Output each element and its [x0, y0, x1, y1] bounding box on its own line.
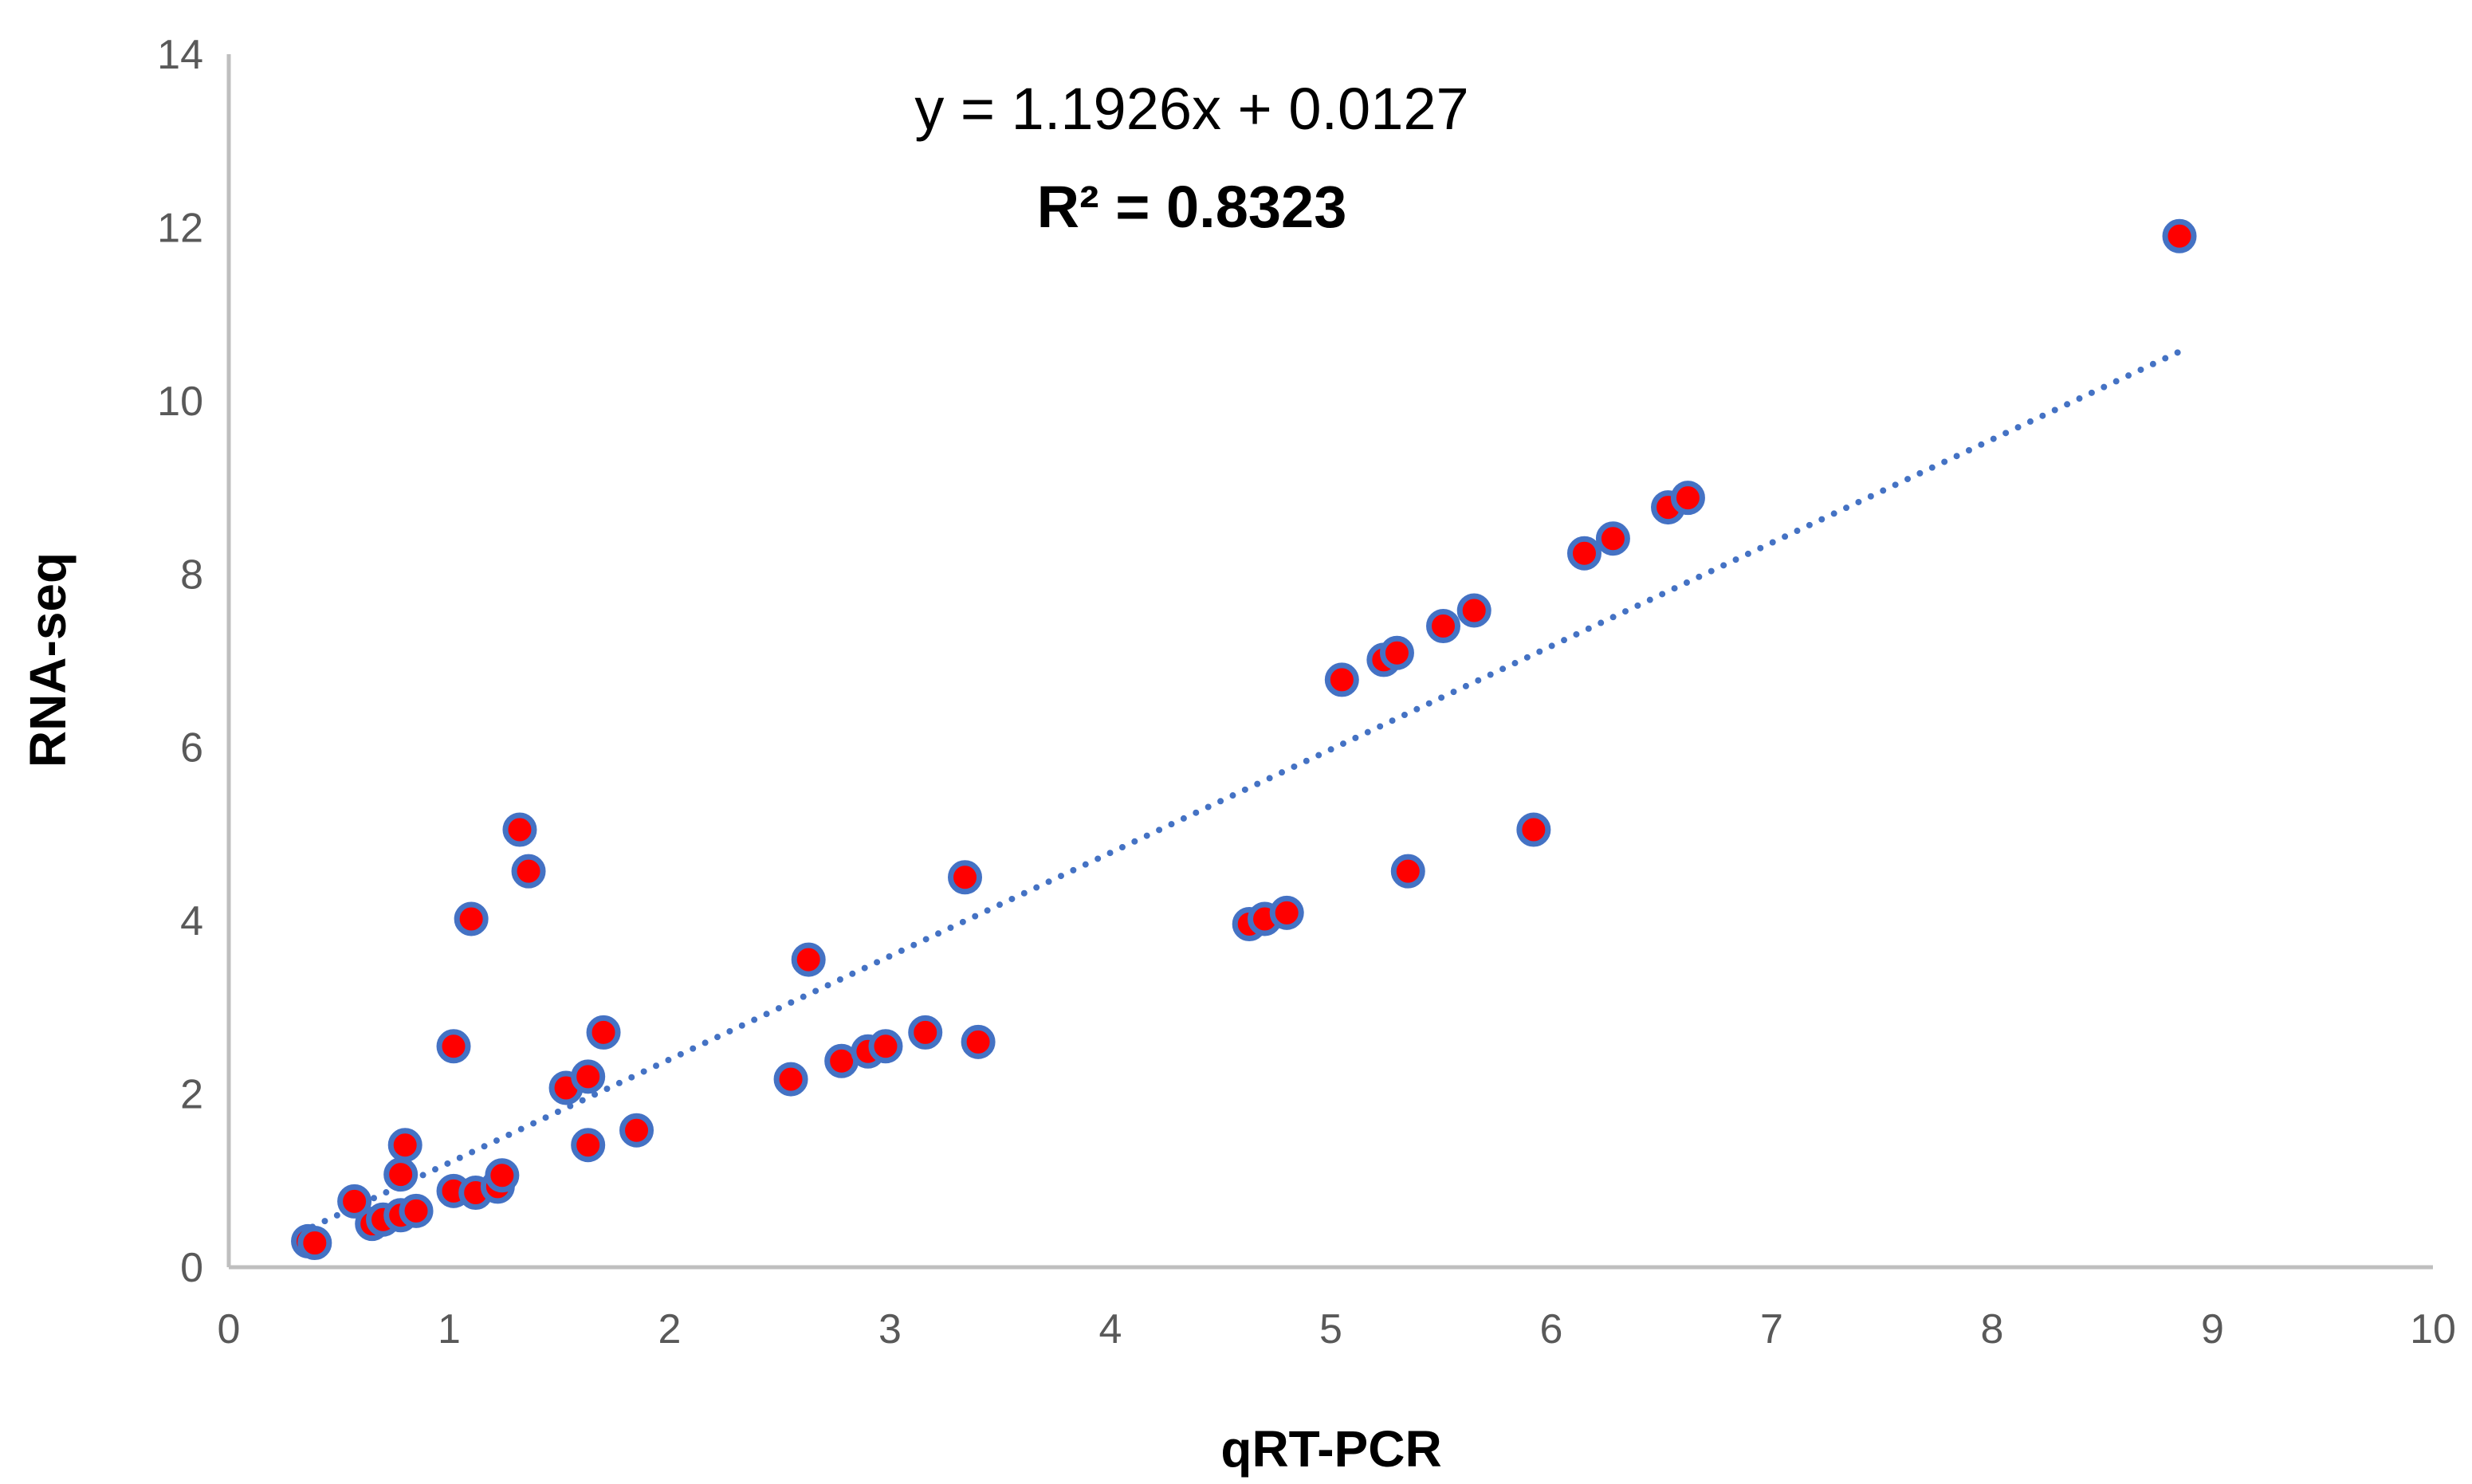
x-tick-label: 8 [1981, 1306, 2004, 1352]
x-axis-title: qRT-PCR [1220, 1420, 1441, 1478]
data-point [1390, 854, 1425, 889]
data-point [1566, 536, 1601, 571]
x-tick-label: 3 [878, 1306, 902, 1352]
data-point [297, 1226, 332, 1261]
data-point [1595, 521, 1630, 556]
data-point [1456, 593, 1491, 628]
r-squared-label: R² = 0.8323 [1037, 174, 1347, 240]
data-point [1426, 609, 1461, 644]
data-point [586, 1015, 621, 1050]
x-tick-label: 9 [2201, 1306, 2224, 1352]
data-point [2162, 218, 2197, 253]
trendline-layer [309, 348, 2183, 1231]
x-tick-label: 0 [218, 1306, 241, 1352]
data-point [948, 860, 983, 895]
x-tick-label: 1 [438, 1306, 461, 1352]
y-tick-label: 10 [157, 379, 203, 425]
data-point [571, 1059, 606, 1094]
data-point [387, 1128, 422, 1163]
regression-equation: y = 1.1926x + 0.0127 [914, 76, 1468, 142]
y-tick-label: 8 [180, 552, 203, 598]
data-point [436, 1029, 471, 1064]
trendline [309, 348, 2183, 1231]
y-tick-label: 12 [157, 205, 203, 251]
data-point [502, 812, 537, 847]
data-point [454, 901, 489, 936]
data-point [1670, 481, 1705, 516]
data-points [291, 218, 2197, 1261]
data-point [1269, 895, 1304, 930]
data-point [1324, 662, 1359, 697]
y-tick-label: 14 [157, 32, 203, 78]
y-tick-label: 0 [180, 1245, 203, 1291]
data-point [383, 1157, 419, 1192]
x-tick-label: 4 [1099, 1306, 1122, 1352]
x-tick-label: 5 [1319, 1306, 1342, 1352]
y-tick-label: 2 [180, 1072, 203, 1118]
x-tick-label: 7 [1760, 1306, 1783, 1352]
data-point [619, 1113, 654, 1148]
data-point [868, 1029, 903, 1064]
y-tick-labels: 0 2 4 6 8 10 12 14 [157, 32, 203, 1291]
data-point [908, 1015, 943, 1050]
data-point [399, 1193, 434, 1228]
x-tick-label: 10 [2410, 1306, 2456, 1352]
y-tick-label: 4 [180, 898, 203, 944]
data-point [791, 942, 826, 977]
data-point [1516, 812, 1551, 847]
x-tick-label: 6 [1540, 1306, 1563, 1352]
data-point [773, 1062, 808, 1097]
data-point [571, 1128, 606, 1163]
data-point [511, 854, 546, 889]
axes [226, 54, 2433, 1270]
data-point [337, 1184, 372, 1219]
y-axis-title: RNA-seq [19, 552, 77, 768]
x-tick-label: 2 [658, 1306, 682, 1352]
data-point [1379, 635, 1414, 670]
data-point [485, 1158, 520, 1193]
y-tick-label: 6 [180, 725, 203, 771]
x-tick-labels: 0 1 2 3 4 5 6 7 8 9 10 [218, 1306, 2456, 1352]
data-point [961, 1024, 996, 1059]
